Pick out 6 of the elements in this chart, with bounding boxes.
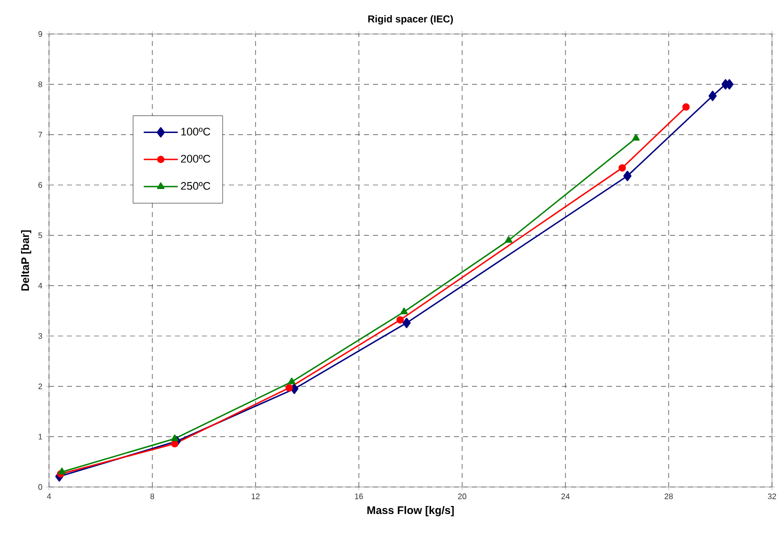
legend-label: 100ºC: [181, 128, 210, 136]
y-axis-title: DeltaP [bar]: [20, 230, 32, 291]
legend-label: 200ºC: [181, 154, 210, 163]
chart-title: Rigid spacer (IEC): [368, 15, 453, 24]
x-axis-title: Mass Flow [kg/s]: [367, 506, 454, 516]
legend-label: 250ºC: [181, 182, 210, 190]
